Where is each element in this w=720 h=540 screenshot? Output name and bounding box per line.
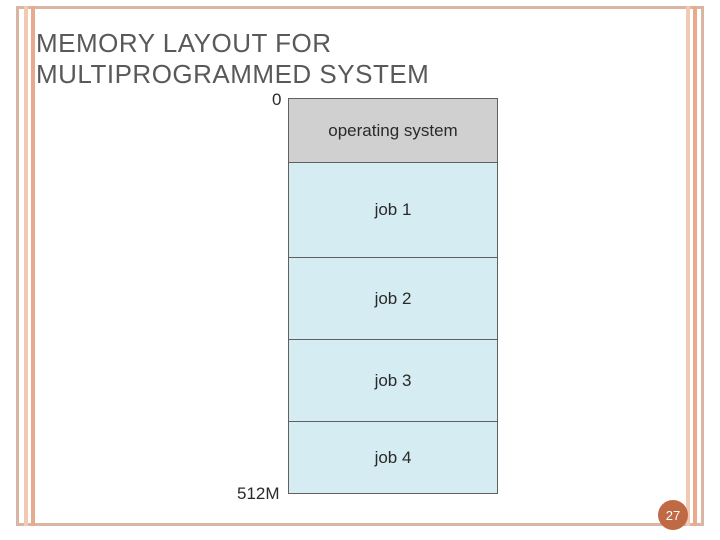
- memory-address-bottom: 512M: [237, 484, 280, 504]
- title-line-1: MEMORY LAYOUT FOR: [36, 28, 332, 58]
- memory-segment: job 2: [289, 258, 498, 340]
- memory-address-top: 0: [272, 90, 281, 110]
- slide-title: MEMORY LAYOUT FOR MULTIPROGRAMMED SYSTEM: [36, 28, 429, 90]
- stripe: [693, 6, 697, 526]
- stripe: [24, 6, 28, 526]
- page-number-badge: 27: [658, 500, 688, 530]
- stripe: [686, 6, 690, 526]
- memory-segment: job 3: [289, 340, 498, 422]
- stripe: [31, 6, 35, 526]
- memory-segment: job 1: [289, 163, 498, 258]
- memory-segment: job 4: [289, 422, 498, 494]
- title-line-2: MULTIPROGRAMMED SYSTEM: [36, 59, 429, 89]
- slide: MEMORY LAYOUT FOR MULTIPROGRAMMED SYSTEM…: [0, 0, 720, 540]
- page-number: 27: [666, 508, 680, 523]
- memory-segment: operating system: [289, 99, 498, 163]
- memory-layout-table: operating systemjob 1job 2job 3job 4: [288, 98, 498, 494]
